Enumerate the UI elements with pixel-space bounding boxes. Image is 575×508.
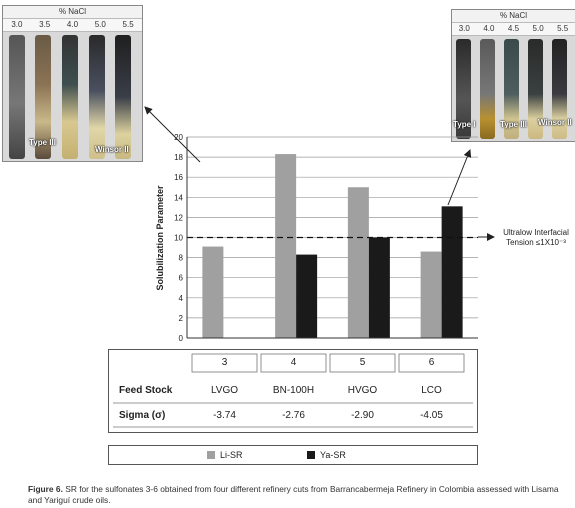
- legend-label-li-sr: Li-SR: [220, 450, 243, 460]
- annotation-line-2: Tension ≤1X10⁻³: [506, 238, 566, 247]
- legend-label-ya-sr: Ya-SR: [320, 450, 346, 460]
- caption-label: Figure 6.: [28, 484, 63, 494]
- right-photo-panel: % NaCl 3.0 4.0 4.5 5.0 5.5 Type I Type I…: [451, 9, 575, 142]
- right-panel-concentrations: 3.0 4.0 4.5 5.0 5.5: [452, 23, 575, 36]
- feed-5: HVGO: [347, 385, 378, 396]
- y-axis-ticks: 0 2 4 6 8 10 12 14 16 18 20: [174, 133, 183, 343]
- left-panel-header: % NaCl: [3, 6, 142, 19]
- y-tick-label: 16: [174, 173, 183, 182]
- feed-6: LCO: [421, 385, 442, 396]
- left-tubes-photo: Type III Winsor II: [3, 32, 142, 161]
- y-tick-label: 0: [179, 334, 184, 343]
- bar-yasr-6: [441, 206, 463, 338]
- y-tick-label: 4: [179, 294, 184, 303]
- left-conc-4: 5.0: [94, 20, 106, 29]
- right-label-type-iii: Type III: [500, 120, 527, 129]
- right-panel-header: % NaCl: [452, 10, 575, 23]
- legend-item-li-sr: Li-SR: [207, 449, 243, 461]
- right-conc-5: 5.5: [557, 24, 569, 33]
- arrow-to-left-photo: [144, 106, 201, 163]
- right-label-winsor-ii: Winsor II: [538, 118, 572, 127]
- legend-item-ya-sr: Ya-SR: [307, 449, 346, 461]
- bar-lisr-4: [275, 154, 297, 338]
- left-tube-3: [62, 35, 78, 159]
- sigma-5: -2.90: [351, 410, 374, 421]
- row-header-feed-stock: Feed Stock: [119, 385, 173, 396]
- right-tube-1: [456, 39, 471, 139]
- left-panel-concentrations: 3.0 3.5 4.0 5.0 5.5: [3, 19, 142, 32]
- row-header-sigma: Sigma (σ): [119, 410, 166, 421]
- figure-caption: Figure 6. SR for the sulfonates 3-6 obta…: [28, 484, 568, 506]
- right-tube-3: [504, 39, 519, 139]
- left-label-winsor-ii: Winsor II: [95, 145, 129, 154]
- left-tube-4: [89, 35, 105, 159]
- left-conc-1: 3.0: [11, 20, 23, 29]
- right-conc-3: 4.5: [507, 24, 520, 33]
- left-conc-5: 5.5: [122, 20, 134, 29]
- bar-yasr-5: [368, 237, 390, 338]
- left-conc-3: 4.0: [66, 20, 79, 29]
- left-label-type-iii: Type III: [29, 138, 56, 147]
- arrow-to-right-photo: [447, 149, 472, 206]
- ultralow-tension-annotation: Ultralow Interfacial Tension ≤1X10⁻³: [497, 228, 575, 248]
- right-conc-2: 4.0: [483, 24, 495, 33]
- bar-lisr-5: [347, 187, 369, 338]
- right-tube-5: [552, 39, 567, 139]
- bar-yasr-4: [296, 254, 318, 338]
- y-tick-label: 14: [174, 193, 183, 202]
- chart-bars: [202, 154, 463, 338]
- y-tick-label: 2: [179, 314, 184, 323]
- col-header-4: 4: [290, 357, 297, 368]
- y-tick-label: 10: [174, 234, 183, 243]
- caption-text: SR for the sulfonates 3-6 obtained from …: [28, 484, 559, 505]
- feed-3: LVGO: [210, 385, 239, 396]
- feedstock-table: 3 4 5 6 Feed Stock LVGO BN-100H HVGO LCO…: [108, 349, 478, 433]
- right-label-type-i: Type I: [453, 120, 476, 129]
- right-tubes-photo: Type I Type III Winsor II: [452, 36, 575, 141]
- annotation-line-1: Ultralow Interfacial: [503, 228, 569, 237]
- right-tube-4: [528, 39, 543, 139]
- y-tick-label: 6: [179, 274, 184, 283]
- sigma-4: -2.76: [282, 410, 305, 421]
- right-conc-1: 3.0: [458, 24, 470, 33]
- y-tick-label: 12: [174, 213, 183, 222]
- left-photo-panel: % NaCl 3.0 3.5 4.0 5.0 5.5 Type III Wins…: [2, 5, 143, 162]
- bar-lisr-6: [420, 251, 442, 338]
- chart-legend: Li-SR Ya-SR: [108, 445, 478, 465]
- col-header-5: 5: [359, 357, 366, 368]
- legend-swatch-li-sr: [207, 451, 215, 459]
- y-tick-label: 20: [174, 133, 183, 142]
- y-axis-label: Solubilization Parameter: [155, 185, 165, 291]
- feed-4: BN-100H: [272, 385, 315, 396]
- col-header-3: 3: [221, 357, 228, 368]
- y-tick-label: 8: [179, 254, 184, 263]
- sigma-3: -3.74: [213, 410, 236, 421]
- right-conc-4: 5.0: [532, 24, 544, 33]
- bar-lisr-3: [202, 246, 224, 338]
- legend-swatch-ya-sr: [307, 451, 315, 459]
- left-conc-2: 3.5: [39, 20, 51, 29]
- left-tube-2: [35, 35, 51, 159]
- col-header-6: 6: [428, 357, 435, 368]
- sigma-6: -4.05: [420, 410, 443, 421]
- right-tube-2: [480, 39, 495, 139]
- left-tube-1: [9, 35, 25, 159]
- left-tube-5: [115, 35, 131, 159]
- table-grid: [113, 353, 473, 428]
- y-tick-label: 18: [174, 153, 183, 162]
